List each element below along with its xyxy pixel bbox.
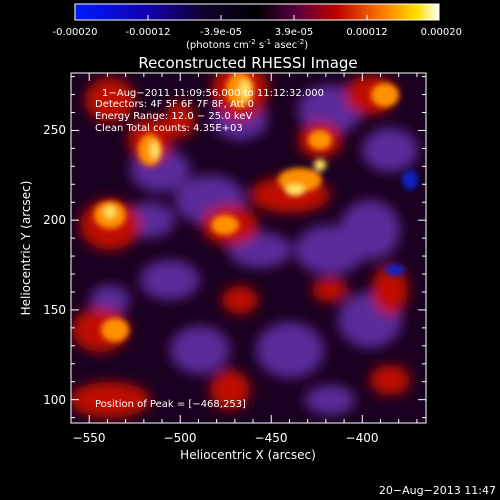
red-region <box>71 382 150 418</box>
annotation-detectors: Detectors: 4F 5F 6F 7F 8F, Att 0 <box>95 99 254 110</box>
heatmap-image <box>71 73 426 423</box>
purple-region <box>256 322 324 378</box>
red-region <box>222 286 258 314</box>
colorbar-tick-label-6: 0.00020 <box>421 27 462 38</box>
purple-region <box>90 285 130 315</box>
axis-ticks <box>70 73 426 423</box>
footer-timestamp: 20−Aug−2013 11:47 <box>379 484 496 497</box>
red-region <box>85 78 135 122</box>
yellow-region <box>239 80 251 100</box>
orange-region <box>211 215 239 235</box>
y-tick-label-250: 250 <box>43 123 66 137</box>
chart-title: Reconstructed RHESSI Image <box>138 54 357 72</box>
orange-region <box>101 318 129 342</box>
purple-region <box>305 385 355 415</box>
x-tick-label--550: −550 <box>73 431 106 445</box>
red-region <box>372 265 408 315</box>
annotation-block: 1−Aug−2011 11:09:56.000 to 11:12:32.000 … <box>95 88 324 410</box>
y-tick-label-100: 100 <box>43 393 66 407</box>
yellow-region <box>104 206 116 218</box>
colorbar-gradient <box>74 3 440 21</box>
colorbar: -0.00020 -0.00012 -3.9e-05 3.9e-05 0.000… <box>53 3 462 51</box>
x-tick-label--500: −500 <box>164 431 197 445</box>
x-tick-label--450: −450 <box>255 431 288 445</box>
red-region <box>370 365 410 395</box>
annotation-total-counts: Clean Total counts: 4.35E+03 <box>95 123 243 134</box>
red-region <box>210 370 250 410</box>
blue-region <box>385 264 405 276</box>
colorbar-unit-label: (photons cm-2 s-1 asec-2) <box>186 38 308 51</box>
x-tick-label--400: −400 <box>346 431 379 445</box>
colorbar-tick-label-4: 3.9e-05 <box>275 27 313 38</box>
orange-region <box>371 83 399 107</box>
purple-region <box>170 326 230 374</box>
annotation-time-range: 1−Aug−2011 11:09:56.000 to 11:12:32.000 <box>102 88 324 99</box>
orange-region <box>308 130 332 150</box>
colorbar-ticks <box>74 15 440 20</box>
red-region <box>165 102 195 138</box>
colorbar-tick-label-3: -3.9e-05 <box>200 27 242 38</box>
colorbar-tick-label-2: -0.00012 <box>126 27 171 38</box>
blue-region <box>402 170 418 190</box>
y-axis-label: Heliocentric Y (arcsec) <box>19 181 33 316</box>
purple-region <box>340 200 400 260</box>
annotation-energy-range: Energy Range: 12.0 − 25.0 keV <box>95 111 252 122</box>
red-region <box>312 278 348 302</box>
annotation-peak-position: Position of Peak = [−468,253] <box>95 399 246 410</box>
colorbar-tick-label-1: -0.00020 <box>53 27 98 38</box>
y-tick-label-200: 200 <box>43 213 66 227</box>
x-axis-label: Heliocentric X (arcsec) <box>180 448 316 462</box>
yellow-region <box>150 141 160 159</box>
yellow-region <box>285 184 305 196</box>
yellow-region <box>314 159 326 171</box>
purple-region <box>362 128 418 172</box>
y-tick-label-150: 150 <box>43 303 66 317</box>
purple-region <box>140 260 200 300</box>
colorbar-tick-label-5: 0.00012 <box>346 27 387 38</box>
plot-frame <box>70 72 427 424</box>
